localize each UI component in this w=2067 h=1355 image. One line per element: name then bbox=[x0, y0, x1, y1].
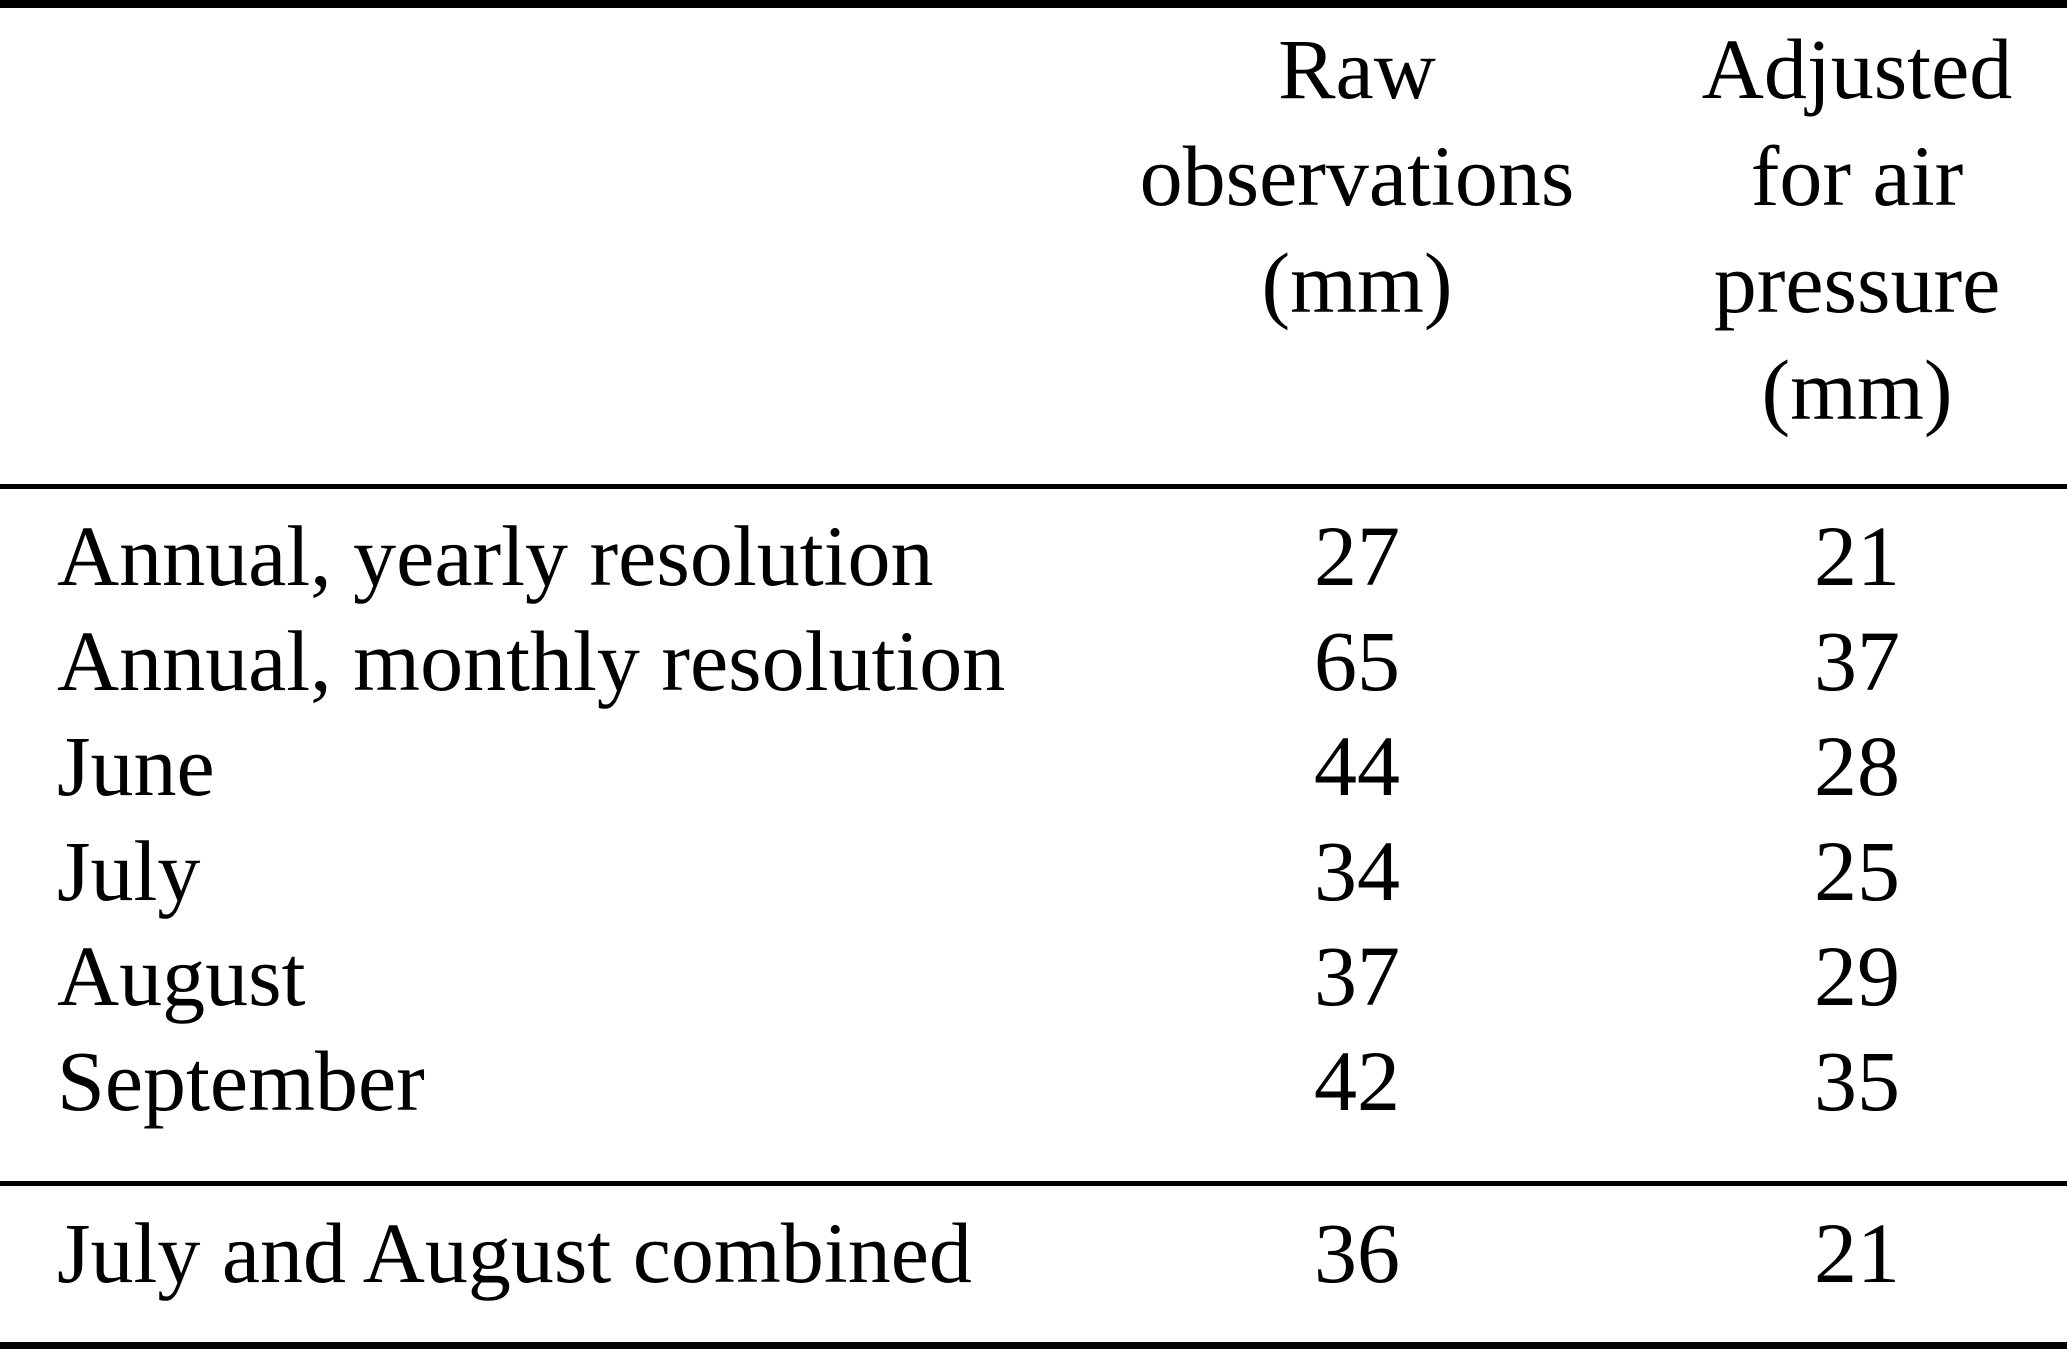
header-line: (mm) bbox=[1261, 235, 1453, 331]
raw-value: 42 bbox=[1314, 1033, 1400, 1129]
raw-value: 65 bbox=[1314, 613, 1400, 709]
header-line: Raw bbox=[1278, 21, 1436, 117]
adjusted-value: 35 bbox=[1814, 1033, 1900, 1129]
bottom-rule bbox=[0, 1342, 2067, 1349]
adjusted-value: 29 bbox=[1814, 928, 1900, 1024]
table-row: September 42 35 bbox=[0, 1029, 2067, 1134]
raw-value: 34 bbox=[1314, 823, 1400, 919]
header-line: Adjusted bbox=[1701, 21, 2013, 117]
adjusted-value: 28 bbox=[1814, 718, 1900, 814]
header-line: for air bbox=[1750, 128, 1964, 224]
row-label: July bbox=[57, 823, 201, 919]
row-label: July and August combined bbox=[57, 1205, 972, 1301]
row-label: Annual, yearly resolution bbox=[57, 508, 934, 604]
table-row: Annual, yearly resolution 27 21 bbox=[0, 504, 2067, 609]
table-body: Annual, yearly resolution 27 21 Annual, … bbox=[0, 504, 2067, 1134]
adjusted-value: 21 bbox=[1814, 508, 1900, 604]
table-row: Annual, monthly resolution 65 37 bbox=[0, 609, 2067, 714]
table-row: June 44 28 bbox=[0, 714, 2067, 819]
row-label: August bbox=[57, 928, 306, 1024]
table-footer: July and August combined 36 21 bbox=[0, 1201, 2067, 1306]
raw-value: 44 bbox=[1314, 718, 1400, 814]
adjusted-value: 21 bbox=[1814, 1205, 1900, 1301]
top-rule bbox=[0, 0, 2067, 8]
footer-divider-rule bbox=[0, 1181, 2067, 1186]
adjusted-value: 37 bbox=[1814, 613, 1900, 709]
adjusted-value: 25 bbox=[1814, 823, 1900, 919]
header-divider-rule bbox=[0, 484, 2067, 489]
table-row: July and August combined 36 21 bbox=[0, 1201, 2067, 1306]
table-row: August 37 29 bbox=[0, 924, 2067, 1029]
row-label: Annual, monthly resolution bbox=[57, 613, 1006, 709]
raw-value: 27 bbox=[1314, 508, 1400, 604]
column-header-raw-observations: Raw observations (mm) bbox=[1100, 16, 1614, 337]
row-label: September bbox=[57, 1033, 425, 1129]
table-row: July 34 25 bbox=[0, 819, 2067, 924]
raw-value: 37 bbox=[1314, 928, 1400, 1024]
header-line: (mm) bbox=[1761, 342, 1953, 438]
row-label: June bbox=[57, 718, 215, 814]
header-line: pressure bbox=[1713, 235, 2001, 331]
raw-value: 36 bbox=[1314, 1205, 1400, 1301]
header-line: observations bbox=[1139, 128, 1575, 224]
column-header-adjusted-air-pressure: Adjusted for air pressure (mm) bbox=[1597, 16, 2067, 444]
